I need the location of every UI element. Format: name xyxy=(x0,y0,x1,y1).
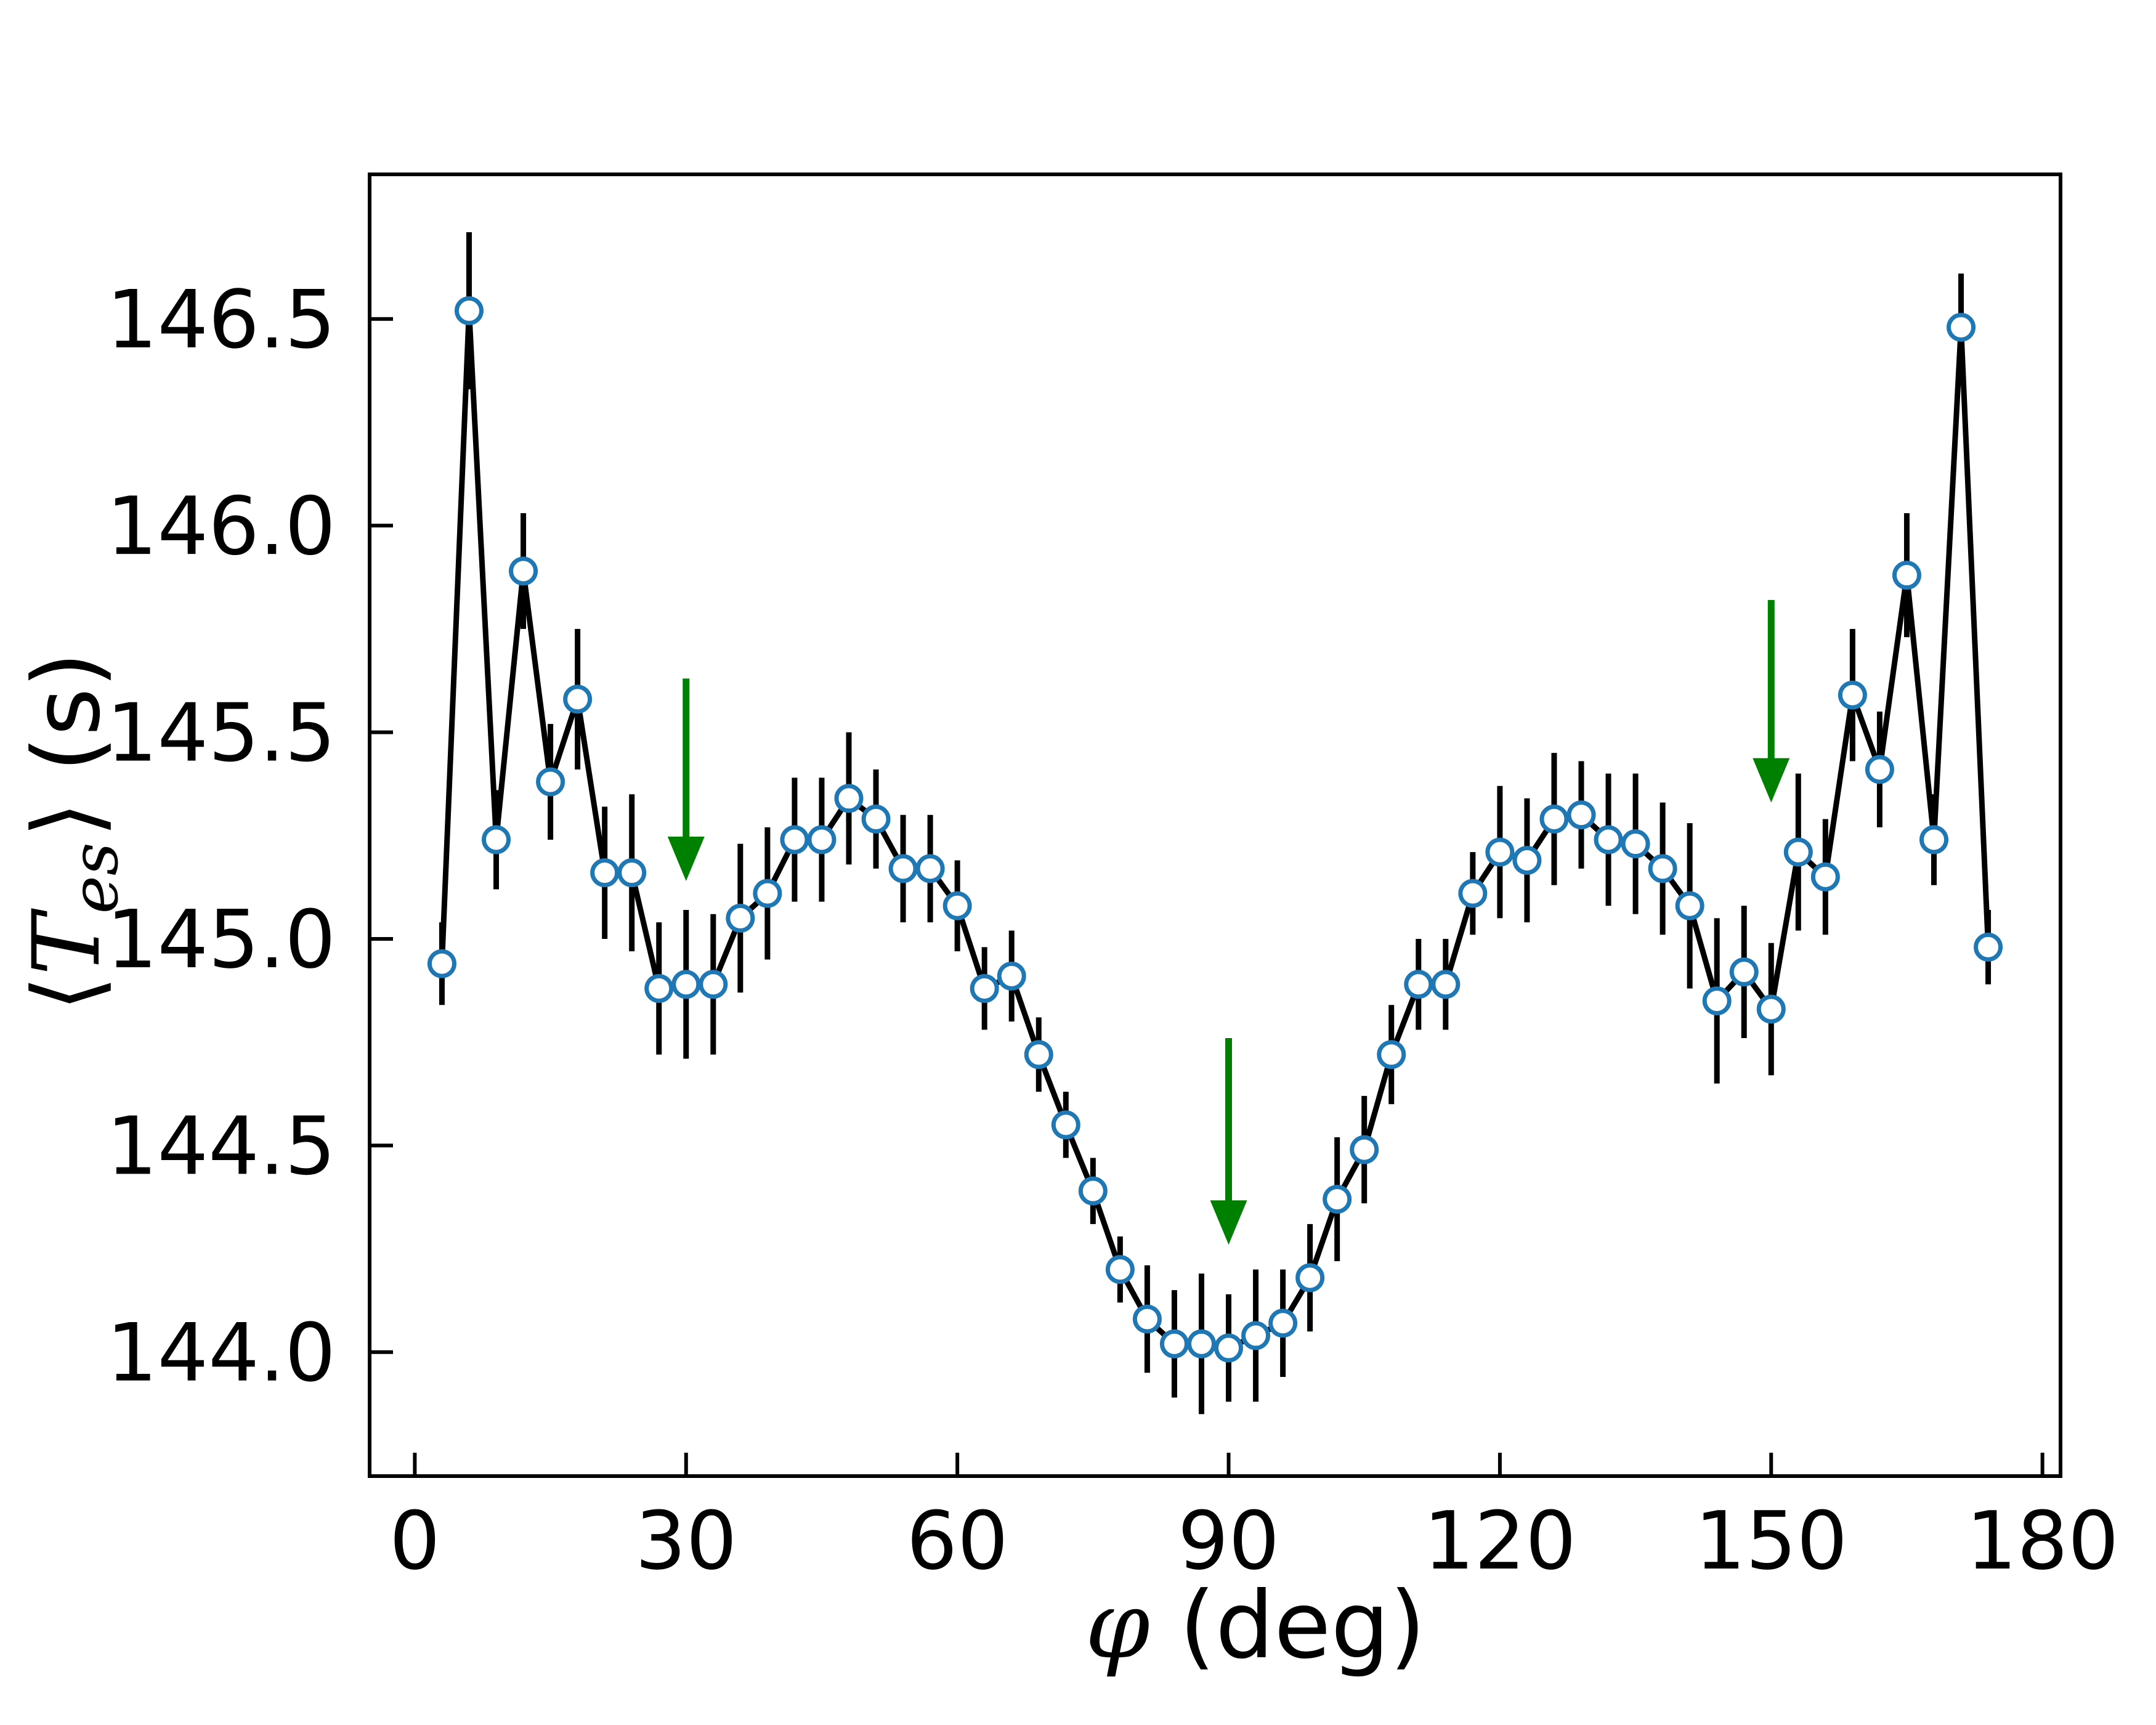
x-tick-label: 90 xyxy=(1178,1494,1279,1588)
data-point xyxy=(509,556,538,586)
data-point xyxy=(1485,837,1515,867)
data-point xyxy=(834,784,864,813)
data-point xyxy=(454,296,484,325)
data-point xyxy=(1431,970,1461,999)
y-tick-label: 144.5 xyxy=(107,1099,336,1193)
data-point xyxy=(1024,1040,1053,1070)
x-axis-ticks: 0 30 60 90 120 150 180 xyxy=(389,1453,2119,1588)
data-point xyxy=(1105,1255,1135,1285)
data-point xyxy=(1756,994,1786,1024)
data-point xyxy=(1323,1185,1352,1214)
data-point xyxy=(1621,829,1650,859)
markers xyxy=(427,296,2003,1363)
x-axis-label-unit: (deg) xyxy=(1150,1572,1425,1679)
data-point xyxy=(1974,932,2003,962)
data-point xyxy=(1594,825,1623,854)
data-point xyxy=(1512,846,1542,875)
data-point xyxy=(942,891,972,920)
data-point xyxy=(1892,561,1921,590)
data-point xyxy=(1702,986,1732,1016)
plot-frame xyxy=(368,172,2062,1478)
data-point xyxy=(1865,755,1894,784)
y-axis-label: ⟨Tes ⟩ (s) xyxy=(14,652,132,1012)
data-point xyxy=(1132,1304,1162,1334)
x-tick-label: 0 xyxy=(389,1494,440,1588)
x-tick-label: 180 xyxy=(1966,1494,2119,1588)
x-tick-label: 120 xyxy=(1424,1494,1576,1588)
data-point xyxy=(1404,970,1433,999)
y-axis-label-open: ⟨ xyxy=(14,975,121,1012)
y-axis-label-subscript: es xyxy=(57,842,132,914)
y-tick-label: 146.5 xyxy=(107,273,336,367)
data-point xyxy=(915,854,945,883)
data-point xyxy=(1295,1263,1325,1293)
data-point xyxy=(1566,800,1596,830)
y-axis-label-symbol: T xyxy=(14,907,121,975)
data-point xyxy=(1078,1176,1108,1206)
data-point xyxy=(482,825,511,854)
data-point xyxy=(861,804,891,834)
data-point xyxy=(427,949,456,978)
data-point xyxy=(1648,854,1677,883)
data-point xyxy=(780,825,809,854)
x-tick-label: 150 xyxy=(1695,1494,1847,1588)
y-tick-label: 146.0 xyxy=(107,479,336,573)
data-point xyxy=(1350,1135,1379,1164)
y-axis-label-close: ⟩ xyxy=(14,802,121,838)
data-point xyxy=(563,684,593,714)
annotation-arrow xyxy=(667,678,705,882)
data-point xyxy=(590,858,620,888)
data-point xyxy=(726,903,755,933)
data-point xyxy=(970,973,999,1003)
x-tick-label: 60 xyxy=(906,1494,1008,1588)
data-point xyxy=(671,970,701,999)
data-point xyxy=(1159,1329,1189,1358)
data-point xyxy=(617,858,647,888)
data-point xyxy=(807,825,837,854)
data-point xyxy=(1783,837,1813,867)
data-point xyxy=(1729,957,1759,987)
data-point xyxy=(888,854,918,883)
data-point xyxy=(997,961,1026,991)
data-point xyxy=(1947,312,1976,342)
annotation-arrow xyxy=(1210,1037,1247,1245)
annotation-arrows xyxy=(667,599,1790,1245)
data-point xyxy=(1186,1329,1216,1358)
x-tick-label: 30 xyxy=(635,1494,737,1588)
data-point xyxy=(753,879,782,908)
data-point xyxy=(1051,1110,1080,1140)
x-axis-label-symbol: φ xyxy=(1085,1572,1150,1679)
data-point xyxy=(644,973,674,1003)
data-point xyxy=(1919,825,1948,854)
data-point xyxy=(1675,891,1704,920)
y-axis-ticks: 144.0 144.5 145.0 145.5 146.0 146.5 xyxy=(107,273,393,1400)
annotation-arrow xyxy=(1753,599,1790,803)
data-point xyxy=(536,767,565,797)
data-point xyxy=(699,970,728,999)
y-tick-label: 145.5 xyxy=(107,686,336,780)
y-tick-label: 145.0 xyxy=(107,893,336,986)
data-point xyxy=(1539,804,1569,834)
data-point xyxy=(1458,879,1488,908)
data-point xyxy=(1810,862,1840,891)
y-axis-label-unit: (s) xyxy=(14,652,121,802)
y-tick-label: 144.0 xyxy=(107,1306,336,1400)
data-point xyxy=(1241,1321,1271,1350)
data-point xyxy=(1268,1309,1298,1338)
x-axis-label: φ (deg) xyxy=(1085,1572,1425,1679)
data-point xyxy=(1377,1040,1406,1070)
data-point xyxy=(1214,1333,1244,1363)
data-point xyxy=(1838,680,1867,710)
